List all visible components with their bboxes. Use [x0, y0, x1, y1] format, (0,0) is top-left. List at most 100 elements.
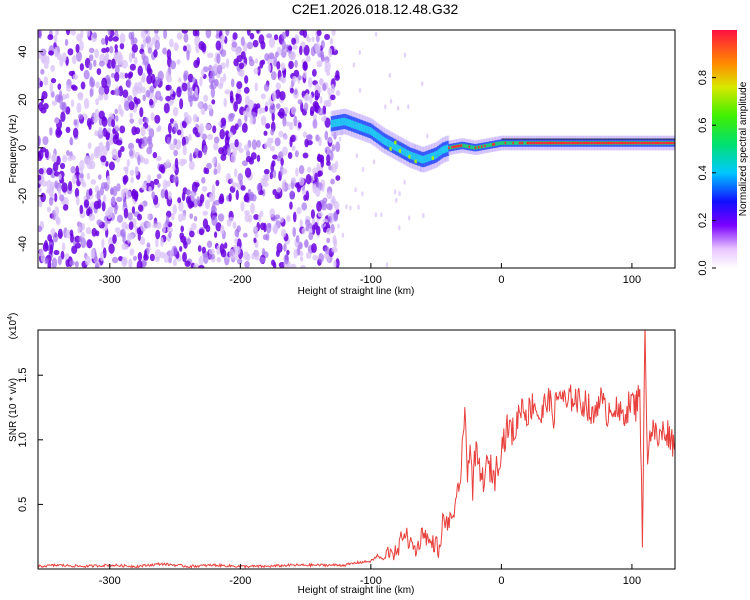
noise-point	[214, 78, 219, 87]
noise-point	[43, 63, 49, 69]
noise-point	[354, 187, 357, 193]
noise-point	[224, 242, 228, 249]
noise-point	[327, 62, 331, 71]
noise-point	[238, 147, 244, 154]
noise-point	[174, 157, 179, 169]
ridge-band-inner	[368, 126, 371, 135]
noise-point	[129, 112, 133, 119]
noise-point	[166, 136, 172, 145]
noise-point	[165, 215, 170, 226]
noise-point	[181, 136, 187, 147]
ridge-band-inner	[421, 155, 425, 164]
noise-point	[234, 47, 241, 56]
noise-point	[68, 70, 74, 76]
noise-point	[317, 170, 323, 177]
noise-point	[127, 212, 133, 221]
noise-point	[192, 127, 198, 135]
noise-point	[93, 59, 97, 67]
ridge-band-inner	[352, 120, 356, 129]
noise-point	[301, 227, 306, 235]
noise-point	[292, 75, 297, 83]
noise-point	[119, 42, 125, 50]
noise-point	[281, 31, 287, 40]
noise-point	[143, 249, 148, 261]
ridge-band-inner	[488, 143, 492, 147]
x-tick-label: -300	[99, 575, 121, 587]
ridge-band-inner	[429, 153, 432, 161]
noise-point	[325, 69, 331, 76]
ridge-band-inner	[476, 145, 479, 150]
noise-point	[132, 255, 138, 261]
ridge-core	[553, 141, 556, 145]
noise-point	[180, 225, 185, 233]
noise-point	[88, 47, 95, 54]
noise-point	[280, 228, 287, 238]
noise-point	[220, 225, 225, 235]
noise-point	[112, 36, 119, 42]
noise-point	[137, 81, 143, 91]
noise-point	[203, 253, 209, 265]
noise-point	[317, 153, 321, 162]
noise-point	[337, 223, 340, 229]
colorbar-label: Normalized spectral amplitude	[738, 81, 749, 216]
noise-point	[271, 112, 275, 122]
noise-point	[357, 204, 360, 210]
noise-point	[182, 121, 187, 129]
noise-point	[317, 107, 324, 116]
noise-point	[331, 163, 337, 174]
noise-point	[215, 40, 222, 51]
noise-point	[53, 34, 58, 43]
ridge-core	[651, 141, 655, 145]
ridge-core	[556, 141, 559, 145]
noise-point	[154, 114, 161, 124]
ridge-core	[611, 141, 614, 145]
noise-point	[251, 139, 258, 150]
noise-point	[256, 139, 261, 148]
x-tick-label: 0	[498, 575, 504, 587]
noise-point	[311, 243, 317, 254]
noise-point	[273, 226, 278, 235]
ridge-core	[529, 141, 533, 145]
noise-point	[86, 30, 91, 37]
noise-point	[317, 211, 323, 218]
noise-point	[62, 154, 68, 163]
noise-point	[124, 244, 129, 250]
noise-point	[395, 197, 398, 203]
ridge-band-inner	[340, 118, 343, 126]
ridge-band-inner	[446, 144, 450, 153]
noise-point	[119, 32, 126, 44]
spectrogram-xlabel: Height of straight line (km)	[298, 286, 415, 297]
noise-point	[231, 41, 238, 48]
noise-point	[197, 245, 202, 253]
noise-point	[292, 44, 298, 50]
noise-point	[236, 87, 242, 95]
noise-point	[140, 126, 146, 137]
noise-point	[396, 105, 400, 111]
noise-point	[312, 254, 319, 261]
noise-point	[198, 255, 204, 266]
noise-point	[230, 78, 235, 88]
noise-point	[79, 40, 84, 52]
noise-point	[217, 82, 224, 90]
noise-point	[69, 229, 74, 238]
noise-point	[201, 246, 206, 254]
noise-point	[244, 167, 252, 178]
ridge-core	[512, 141, 516, 145]
noise-point	[242, 251, 249, 261]
noise-point	[269, 208, 276, 219]
noise-point	[74, 260, 79, 268]
noise-point	[314, 42, 321, 54]
noise-point	[77, 113, 84, 120]
noise-point	[172, 106, 179, 117]
noise-point	[38, 168, 44, 175]
noise-point	[374, 212, 378, 218]
noise-point	[281, 168, 288, 175]
noise-point	[290, 134, 296, 143]
noise-point	[75, 165, 79, 175]
noise-point	[155, 229, 161, 240]
noise-point	[279, 90, 286, 101]
noise-point	[178, 201, 184, 212]
ridge-band-inner	[424, 155, 428, 163]
noise-point	[111, 119, 116, 128]
noise-point	[46, 206, 52, 213]
